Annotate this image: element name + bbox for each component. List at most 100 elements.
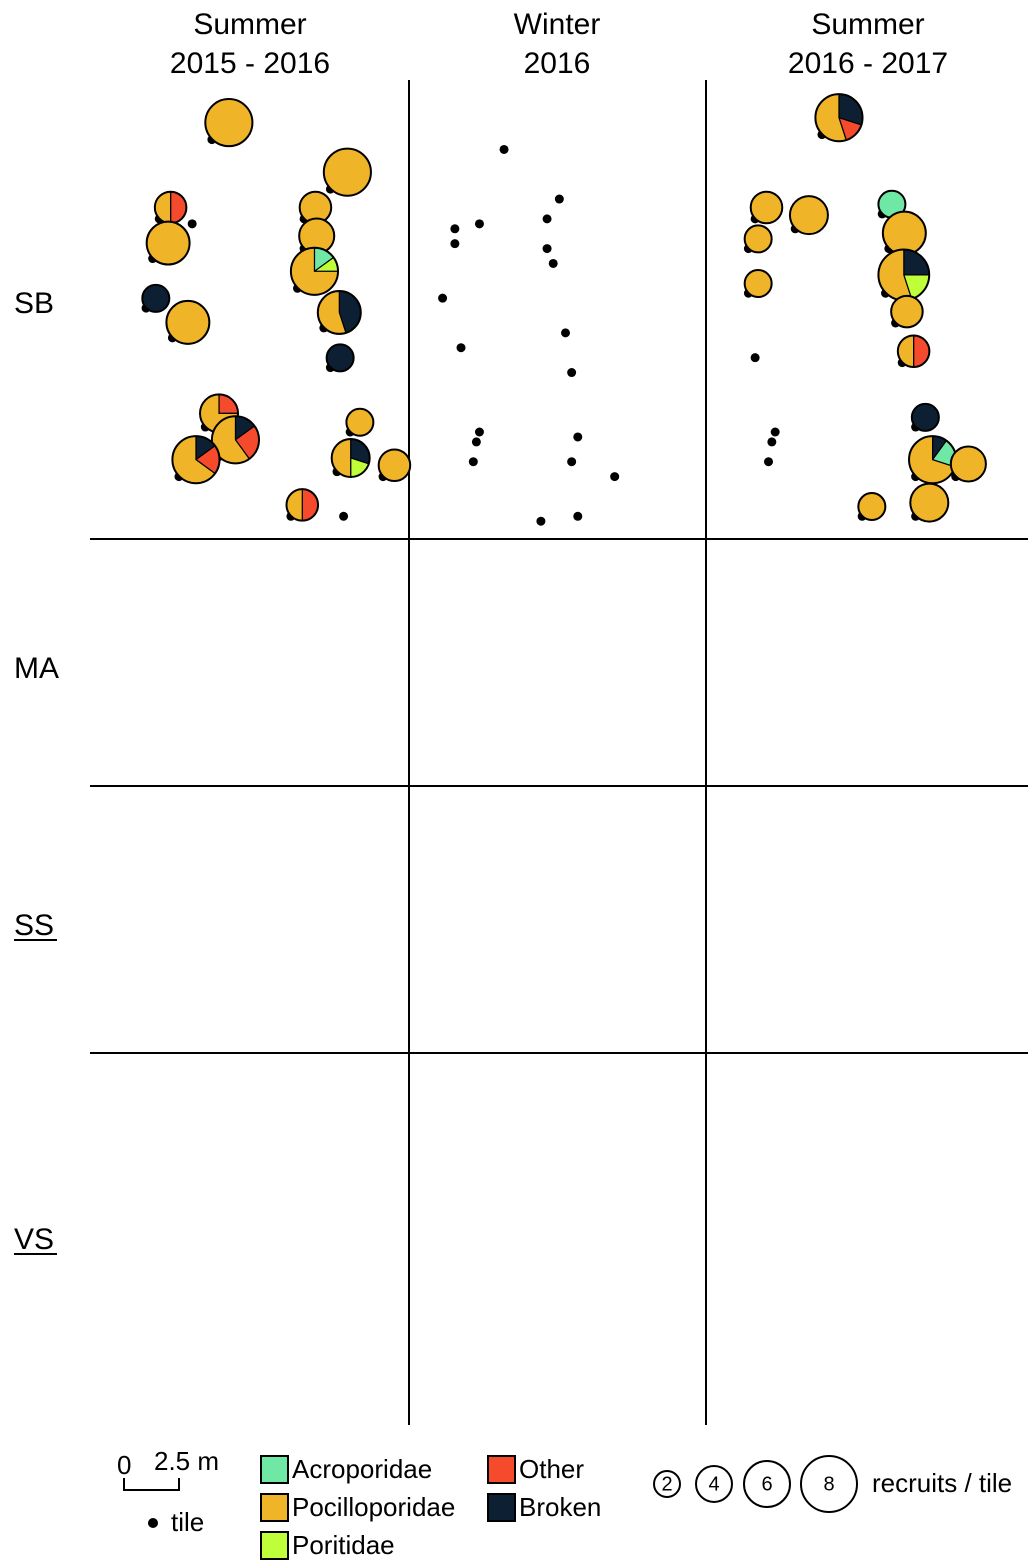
row-labels: SB MA SS VS (14, 287, 59, 1256)
pie-slice-other (913, 334, 930, 368)
pie-slice-pocilloporidae (890, 294, 924, 329)
recruit-pie (322, 147, 372, 197)
recruit-pie (788, 195, 829, 236)
pie-slice-broken (910, 402, 940, 432)
recruit-pie (171, 435, 221, 485)
pie-slice-pocilloporidae (322, 147, 372, 197)
panel-sb-2 (438, 144, 620, 526)
tile-marker (750, 353, 760, 363)
tile-marker (499, 144, 509, 154)
recruit-pie (345, 407, 375, 437)
pie-slice-pocilloporidae (788, 195, 829, 236)
recruit-pie (908, 435, 958, 485)
row-label-sb: SB (14, 287, 54, 320)
recruit-pie (749, 190, 784, 225)
column-title-3-line-1: Summer (811, 8, 924, 41)
recruit-pie (949, 445, 987, 483)
tile-marker (438, 293, 448, 303)
panels (141, 93, 987, 526)
legend-label-other: Other (519, 1454, 584, 1484)
scale-bar (123, 1478, 180, 1491)
tile-marker (474, 427, 484, 437)
legend-swatch-pocilloporidae (260, 1493, 289, 1522)
column-title-2-line-1: Winter (514, 8, 601, 41)
column-title-3-line-2: 2016 - 2017 (788, 47, 948, 80)
size-legend-label-6: 6 (761, 1473, 772, 1495)
pie-slice-pocilloporidae (749, 190, 784, 225)
recruit-pie (910, 402, 940, 432)
tile-marker (450, 224, 460, 234)
row-label-ss: SS (14, 909, 54, 942)
tile-marker (573, 511, 583, 521)
recruit-pie (153, 190, 188, 225)
legend-label-poritidae: Poritidae (292, 1530, 395, 1560)
legend-label-broken: Broken (519, 1492, 601, 1522)
pie-slice-pocilloporidae (165, 299, 211, 345)
recruit-pie (909, 482, 950, 523)
tile-marker (187, 219, 197, 229)
tile-marker (474, 219, 484, 229)
scale-bar-value-label: 2.5 m (154, 1446, 219, 1476)
tile-marker (561, 328, 570, 338)
pie-slice-pocilloporidae (145, 220, 191, 266)
tile-marker (770, 427, 780, 437)
size-legend-circle-8 (800, 1455, 858, 1513)
tile-marker (548, 258, 558, 268)
recruit-pie (896, 334, 931, 369)
legend-swatch-other (487, 1455, 516, 1484)
recruit-pie (330, 437, 371, 478)
tile-marker (339, 511, 349, 521)
recruit-pie (145, 220, 191, 266)
column-titles: Summer 2015 - 2016 Winter 2016 Summer 20… (170, 8, 948, 80)
pie-slice-pocilloporidae (377, 448, 412, 483)
recruit-pie (204, 98, 254, 148)
pie-outline (285, 488, 320, 522)
pie-slice-pocilloporidae (949, 445, 987, 483)
size-legend-unit-label: recruits / tile (872, 1468, 1012, 1498)
tile-marker (450, 239, 460, 249)
recruit-pie (814, 93, 864, 143)
column-title-1-line-2: 2015 - 2016 (170, 47, 330, 80)
recruit-pie (325, 343, 355, 373)
legend-label-pocilloporidae: Pocilloporidae (292, 1492, 455, 1522)
pie-outline (289, 246, 340, 296)
tile-marker (573, 432, 583, 442)
tile-marker (536, 516, 546, 526)
legend-swatch-broken (487, 1493, 516, 1522)
tile-marker (764, 457, 773, 467)
pie-slice-broken (325, 343, 355, 373)
panel-grid-lines (90, 80, 1028, 1425)
scale-bar-zero-label: 0 (117, 1450, 131, 1480)
tile-marker (456, 343, 466, 353)
recruit-pie (285, 488, 320, 522)
recruit-pie (377, 448, 412, 483)
recruit-pie (210, 415, 261, 465)
tile-marker (471, 437, 481, 447)
legend-swatch-poritidae (260, 1531, 289, 1560)
recruit-pie (316, 289, 362, 335)
recruit-pie (743, 224, 773, 254)
pie-slice-pocilloporidae (743, 268, 773, 298)
pie-slice-pocilloporidae (881, 210, 927, 256)
size-legend-circle-6 (743, 1460, 791, 1508)
pie-slice-other (301, 488, 319, 522)
row-label-ma: MA (14, 652, 59, 685)
size-legend-label-8: 8 (823, 1473, 834, 1495)
pie-slice-pocilloporidae (204, 98, 254, 148)
recruit-pie (877, 248, 931, 302)
recruit-pie (890, 294, 924, 329)
pie-slice-pocilloporidae (909, 482, 950, 523)
pie-outline (330, 437, 371, 478)
pie-outline (896, 334, 931, 369)
legend: 0 2.5 m tile Acroporidae Pocilloporidae … (117, 1446, 1012, 1560)
panel-sb-3 (743, 93, 987, 523)
tile-marker (567, 457, 577, 467)
size-legend-label-2: 2 (661, 1473, 672, 1495)
panel-sb-1 (141, 98, 412, 522)
pie-slice-pocilloporidae (857, 492, 887, 522)
legend-label-acroporidae: Acroporidae (292, 1454, 432, 1484)
row-label-vs: VS (14, 1223, 54, 1256)
tile-marker (468, 457, 478, 467)
tile-legend-marker (148, 1518, 158, 1528)
